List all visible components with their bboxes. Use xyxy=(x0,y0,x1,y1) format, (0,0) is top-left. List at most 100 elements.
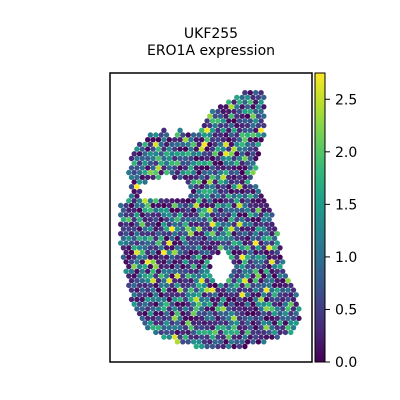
expression-spot xyxy=(234,141,240,148)
expression-spot xyxy=(155,240,162,246)
expression-spot xyxy=(136,169,143,176)
expression-spot xyxy=(196,160,202,166)
expression-spot xyxy=(172,249,178,256)
expression-spot xyxy=(169,235,175,242)
expression-spot xyxy=(123,268,129,274)
expression-spot xyxy=(285,325,291,331)
expression-spot xyxy=(166,259,172,265)
expression-spot xyxy=(239,151,245,157)
expression-spot xyxy=(231,231,237,237)
expression-spot xyxy=(147,226,154,232)
expression-spot xyxy=(228,151,235,157)
expression-spot xyxy=(142,245,148,251)
expression-spot xyxy=(223,141,229,148)
expression-spot xyxy=(250,122,256,129)
expression-spot xyxy=(263,212,270,218)
expression-spot xyxy=(126,263,132,270)
expression-spot xyxy=(244,263,251,270)
expression-spot xyxy=(244,179,251,185)
expression-spot xyxy=(253,155,259,162)
expression-spot xyxy=(120,226,127,232)
expression-spot xyxy=(250,132,256,138)
expression-spot xyxy=(209,212,216,218)
expression-spot xyxy=(215,212,221,218)
expression-spot xyxy=(174,310,181,317)
expression-spot xyxy=(215,249,221,256)
expression-spot xyxy=(223,339,229,345)
expression-spot xyxy=(155,306,162,312)
expression-spot xyxy=(231,127,237,133)
expression-spot xyxy=(185,263,191,270)
expression-spot xyxy=(247,334,253,340)
expression-spot xyxy=(290,325,297,331)
expression-spot xyxy=(188,231,194,237)
expression-spot xyxy=(166,221,172,227)
expression-spot xyxy=(180,245,186,251)
expression-spot xyxy=(142,207,148,213)
expression-spot xyxy=(212,179,218,185)
expression-spot xyxy=(174,169,181,176)
expression-spot xyxy=(158,245,164,251)
expression-spot xyxy=(220,212,226,218)
expression-spot xyxy=(242,221,248,227)
expression-spot xyxy=(277,310,283,317)
expression-spot xyxy=(153,235,159,242)
expression-spot xyxy=(163,320,170,326)
expression-spot xyxy=(201,254,208,260)
expression-spot xyxy=(172,315,178,321)
expression-spot xyxy=(236,202,243,209)
expression-spot xyxy=(134,306,140,312)
expression-spot xyxy=(263,231,270,237)
expression-spot xyxy=(204,118,210,124)
expression-spot xyxy=(220,193,226,199)
expression-spot xyxy=(207,310,213,317)
expression-spot xyxy=(126,207,132,213)
expression-spot xyxy=(288,282,294,289)
expression-spot xyxy=(207,169,213,176)
expression-spot xyxy=(150,306,156,312)
expression-spot xyxy=(255,104,262,110)
expression-spot xyxy=(293,310,299,317)
expression-spot xyxy=(120,235,127,242)
expression-spot xyxy=(196,179,202,185)
expression-spot xyxy=(269,249,275,256)
expression-spot xyxy=(247,259,253,265)
expression-spot xyxy=(163,226,170,232)
expression-spot xyxy=(196,310,202,317)
expression-spot xyxy=(247,278,253,284)
expression-spot xyxy=(201,207,208,213)
expression-spot xyxy=(217,245,224,251)
expression-spot xyxy=(263,306,270,312)
expression-spot xyxy=(142,282,148,289)
expression-spot xyxy=(226,343,232,350)
expression-spot xyxy=(204,343,210,350)
plot-frame xyxy=(109,72,313,363)
expression-spot xyxy=(236,127,243,133)
expression-spot xyxy=(220,184,226,190)
expression-spot xyxy=(271,273,278,279)
expression-spot xyxy=(239,301,245,307)
expression-spot xyxy=(180,282,186,289)
expression-spot xyxy=(223,179,229,185)
expression-spot xyxy=(242,231,248,237)
expression-spot xyxy=(193,315,199,321)
expression-spot xyxy=(217,169,224,176)
expression-spot xyxy=(217,160,224,166)
expression-spot xyxy=(153,160,159,166)
expression-spot xyxy=(236,296,243,303)
expression-spot xyxy=(145,268,151,274)
expression-spot xyxy=(247,118,253,124)
expression-spot xyxy=(280,325,286,331)
expression-spot xyxy=(209,296,216,303)
expression-spot xyxy=(204,249,210,256)
expression-spot xyxy=(242,193,248,199)
expression-spot xyxy=(274,231,280,237)
expression-spot xyxy=(217,104,224,110)
expression-spot xyxy=(231,334,237,340)
expression-spot xyxy=(231,343,237,350)
expression-spot xyxy=(236,325,243,331)
expression-spot xyxy=(228,169,235,176)
expression-spot xyxy=(128,202,135,209)
expression-spot xyxy=(204,325,210,331)
expression-spot xyxy=(136,245,143,251)
